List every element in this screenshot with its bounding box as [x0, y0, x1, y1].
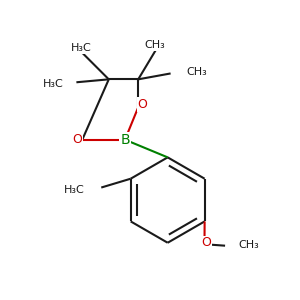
Text: CH₃: CH₃	[144, 40, 165, 50]
Text: O: O	[73, 133, 82, 146]
Text: CH₃: CH₃	[238, 240, 259, 250]
Text: H₃C: H₃C	[64, 185, 85, 196]
Text: O: O	[201, 236, 211, 249]
Text: O: O	[137, 98, 147, 111]
Text: CH₃: CH₃	[187, 67, 208, 77]
Text: H₃C: H₃C	[70, 44, 91, 53]
Text: B: B	[120, 133, 130, 147]
Text: H₃C: H₃C	[42, 79, 63, 89]
